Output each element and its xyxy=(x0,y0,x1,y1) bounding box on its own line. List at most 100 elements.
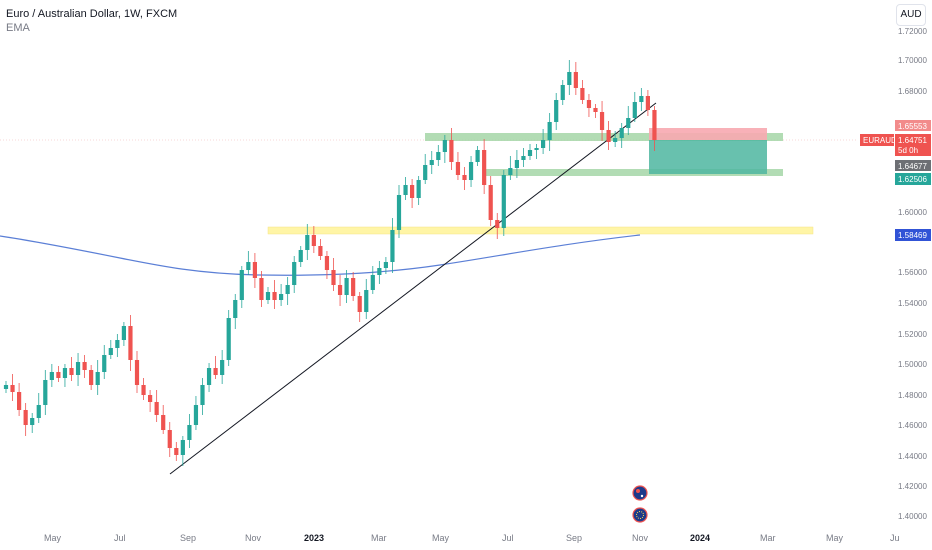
candle-body xyxy=(161,415,166,430)
time-label-jul: Jul xyxy=(114,533,126,543)
candle-body xyxy=(364,290,369,312)
demand-zone xyxy=(267,226,814,235)
candle-body xyxy=(337,285,343,295)
time-label-2023: 2023 xyxy=(304,533,324,543)
candle-body xyxy=(206,368,212,385)
stop-loss-zone xyxy=(649,128,767,140)
time-label-jul-2: Jul xyxy=(502,533,514,543)
candle-body xyxy=(108,348,113,355)
take-profit-zone xyxy=(649,140,767,174)
ema-price-label: 1.58469 xyxy=(898,231,927,240)
candle-body xyxy=(154,402,159,415)
support-zone xyxy=(485,169,783,176)
candle-body xyxy=(43,380,48,405)
candle-body xyxy=(468,162,474,180)
last-price-tag xyxy=(895,134,931,156)
candle-body xyxy=(429,160,434,165)
candle-body xyxy=(220,360,225,375)
currency-button[interactable]: AUD xyxy=(896,4,926,26)
price-tick-13: 1.50000 xyxy=(898,360,927,369)
time-label-nov: Nov xyxy=(245,533,262,543)
time-label-nov-2: Nov xyxy=(632,533,649,543)
candle-body xyxy=(272,292,277,300)
price-tick-8: 1.60000 xyxy=(898,208,927,217)
time-label-sep-2: Sep xyxy=(566,533,582,543)
candle-body xyxy=(462,175,467,180)
candle-body xyxy=(521,156,526,160)
candle-body xyxy=(475,150,480,162)
candle-body xyxy=(200,385,205,405)
cursor-price-tag xyxy=(895,160,931,171)
candle-body xyxy=(279,294,284,300)
candle-body xyxy=(17,392,22,410)
candle-body xyxy=(593,108,598,112)
candle-body xyxy=(311,235,316,246)
price-tick-10: 1.56000 xyxy=(898,268,927,277)
price-tick-14: 1.48000 xyxy=(898,391,927,400)
candle-body xyxy=(174,448,179,455)
time-label-2024: 2024 xyxy=(690,533,710,543)
candle-body xyxy=(89,370,94,385)
candle-body xyxy=(121,326,126,340)
candle-body xyxy=(95,372,100,385)
candle-body xyxy=(10,385,15,392)
candle-body xyxy=(69,368,74,375)
resistance-zone xyxy=(425,133,783,141)
cursor-price-label: 1.64677 xyxy=(898,162,927,171)
candle-body xyxy=(49,372,54,380)
candle-body xyxy=(141,385,146,395)
candle-body xyxy=(115,340,120,348)
candle-body xyxy=(652,110,657,140)
price-tick-16: 1.44000 xyxy=(898,452,927,461)
price-tick-1: 1.72000 xyxy=(898,27,927,36)
candle-body xyxy=(239,270,244,300)
trendline xyxy=(169,102,657,475)
time-label-may-2: May xyxy=(432,533,450,543)
symbol-tag-label: EURAUD xyxy=(863,136,897,145)
candle-body xyxy=(370,275,375,290)
candle-body xyxy=(632,102,637,118)
candle-body xyxy=(265,292,271,300)
candle-body xyxy=(351,278,356,296)
candle-body xyxy=(416,180,421,198)
candle-body xyxy=(167,430,172,448)
price-tick-18: 1.40000 xyxy=(898,512,927,521)
candle-body xyxy=(23,410,28,425)
candle-body xyxy=(586,100,592,108)
candle-body xyxy=(573,72,578,88)
flag-eu-icon[interactable] xyxy=(632,507,648,523)
candle-body xyxy=(442,140,447,152)
chart-title: Euro / Australian Dollar, 1W, FXCM xyxy=(6,8,178,20)
time-label-mar-2: Mar xyxy=(760,533,776,543)
time-label-sep: Sep xyxy=(180,533,196,543)
candle-body xyxy=(30,418,35,425)
candle-body xyxy=(436,152,441,160)
price-tick-15: 1.46000 xyxy=(898,421,927,430)
candle-body xyxy=(357,296,362,312)
price-tick-3: 1.68000 xyxy=(898,87,927,96)
candle-body xyxy=(606,130,611,142)
candle-body xyxy=(547,122,552,140)
candle-body xyxy=(639,96,644,102)
time-label-may-3: May xyxy=(826,533,844,543)
candle-body xyxy=(134,360,140,385)
candle-body xyxy=(75,362,81,375)
price-tick-17: 1.42000 xyxy=(898,482,927,491)
candle-body xyxy=(3,385,9,389)
candle-body xyxy=(501,175,506,228)
candle-body xyxy=(318,246,323,256)
candles-group xyxy=(3,60,657,466)
candle-body xyxy=(534,148,539,150)
candle-body xyxy=(619,128,624,138)
candle-body xyxy=(213,368,218,375)
flag-au-icon[interactable] xyxy=(632,485,648,501)
price-tick-2: 1.70000 xyxy=(898,56,927,65)
candle-body xyxy=(102,355,107,372)
time-label-jun: Ju xyxy=(890,533,900,543)
candle-body xyxy=(626,118,631,128)
candle-body xyxy=(187,425,192,440)
candle-body xyxy=(292,262,297,285)
candle-body xyxy=(482,150,487,185)
candle-body xyxy=(246,262,251,270)
